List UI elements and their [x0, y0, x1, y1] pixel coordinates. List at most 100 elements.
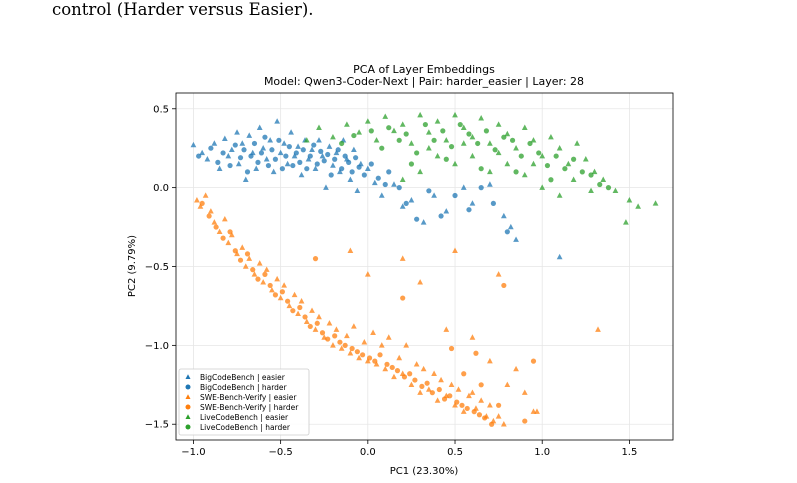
livecodebench-easier-point	[600, 176, 607, 182]
swe-bench-verify-easier-point	[534, 408, 540, 414]
livecodebench-easier-point	[556, 192, 563, 198]
livecodebench-easier-point	[452, 111, 458, 118]
swe-bench-verify-easier-point	[382, 365, 389, 372]
livecodebench-easier-point	[434, 152, 441, 159]
swe-bench-verify-harder-point	[522, 418, 528, 424]
livecodebench-easier-point	[373, 137, 380, 143]
swe-bench-verify-harder-point	[419, 383, 425, 389]
swe-bench-verify-harder-point	[297, 304, 303, 311]
swe-bench-verify-harder-point	[319, 330, 326, 336]
bigcodebench-harder-point	[504, 229, 510, 235]
livecodebench-easier-point	[539, 184, 546, 190]
swe-bench-verify-harder-point	[447, 393, 453, 399]
livecodebench-easier-point	[469, 152, 476, 159]
livecodebench-harder-point	[536, 150, 542, 156]
livecodebench-easier-point	[382, 113, 389, 119]
bigcodebench-harder-point	[386, 169, 392, 175]
legend-label-livecodebench-harder: LiveCodeBench | harder	[200, 423, 291, 432]
bigcodebench-harder-point	[232, 142, 238, 148]
bigcodebench-easier-point	[460, 184, 467, 190]
legend-label-swe-bench-verify-easier: SWE-Bench-Verify | easier	[200, 393, 297, 402]
swe-bench-verify-easier-point	[385, 334, 392, 340]
swe-bench-verify-harder-point	[394, 368, 401, 374]
bigcodebench-harder-point	[325, 151, 331, 158]
swe-bench-verify-easier-point	[438, 376, 444, 383]
swe-bench-verify-easier-point	[309, 307, 315, 313]
bigcodebench-harder-point	[293, 150, 299, 156]
livecodebench-harder-point	[513, 169, 519, 175]
bigcodebench-harder-point	[290, 162, 296, 169]
swe-bench-verify-easier-point	[303, 318, 310, 324]
bigcodebench-harder-point	[349, 169, 355, 175]
bigcodebench-easier-point	[309, 146, 315, 153]
livecodebench-easier-point	[487, 168, 493, 175]
swe-bench-verify-harder-point	[332, 333, 338, 339]
livecodebench-easier-point	[391, 127, 397, 134]
swe-bench-verify-harder-point	[279, 289, 285, 295]
livecodebench-harder-point	[588, 172, 594, 178]
bigcodebench-easier-point	[199, 149, 206, 156]
swe-bench-verify-harder-point	[342, 342, 348, 348]
swe-bench-verify-easier-point	[487, 402, 493, 408]
bigcodebench-harder-point	[346, 159, 352, 165]
y-axis-ticks: 0.5 0.0 −0.5 −1.0 −1.5	[145, 104, 176, 431]
figure-caption: control (Harder versus Easier).	[52, 0, 314, 19]
bigcodebench-easier-point	[378, 192, 385, 198]
swe-bench-verify-easier-point	[286, 302, 293, 309]
legend-marker-bigcodebench-easier	[185, 374, 191, 379]
livecodebench-harder-point	[431, 137, 437, 143]
swe-bench-verify-easier-point	[460, 408, 467, 414]
swe-bench-verify-easier-point	[333, 326, 340, 332]
bigcodebench-harder-point	[297, 159, 303, 165]
swe-bench-verify-easier-point	[487, 357, 493, 364]
swe-bench-verify-easier-point	[246, 255, 253, 261]
swe-bench-verify-easier-point	[373, 361, 380, 367]
bigcodebench-harder-point	[241, 147, 247, 153]
swe-bench-verify-harder-point	[227, 229, 233, 235]
livecodebench-easier-point	[460, 124, 467, 130]
legend-label-bigcodebench-harder: BigCodeBench | harder	[200, 383, 288, 392]
x-tick-label: 1.5	[621, 447, 637, 458]
swe-bench-verify-easier-point	[417, 389, 424, 395]
livecodebench-easier-point	[626, 197, 633, 203]
bigcodebench-easier-point	[487, 181, 493, 187]
bigcodebench-easier-point	[234, 129, 240, 135]
swe-bench-verify-easier-point	[478, 397, 485, 403]
bigcodebench-harder-point	[283, 153, 289, 159]
swe-bench-verify-easier-point	[469, 334, 476, 340]
bigcodebench-harder-point	[452, 192, 458, 199]
swe-bench-verify-harder-point	[401, 374, 408, 380]
swe-bench-verify-harder-point	[407, 371, 413, 377]
swe-bench-verify-harder-point	[366, 355, 373, 361]
bigcodebench-easier-point	[295, 143, 301, 149]
bigcodebench-harder-point	[414, 216, 420, 222]
x-axis-label: PC1 (23.30%)	[390, 466, 459, 477]
bigcodebench-harder-point	[227, 162, 233, 169]
bigcodebench-harder-point	[438, 213, 444, 219]
bigcodebench-easier-point	[443, 208, 450, 214]
swe-bench-verify-harder-point	[489, 421, 495, 427]
swe-bench-verify-harder-point	[496, 402, 502, 408]
swe-bench-verify-harder-point	[377, 352, 383, 358]
swe-bench-verify-easier-point	[378, 342, 385, 348]
chart-subtitle: Model: Qwen3-Coder-Next | Pair: harder_e…	[264, 75, 584, 88]
swe-bench-verify-harder-point	[359, 352, 366, 358]
swe-bench-verify-easier-point	[344, 332, 350, 339]
livecodebench-harder-point	[351, 132, 357, 139]
swe-bench-verify-easier-point	[347, 350, 354, 356]
legend-label-bigcodebench-easier: BigCodeBench | easier	[200, 373, 286, 382]
swe-bench-verify-easier-point	[239, 244, 246, 250]
livecodebench-easier-point	[425, 145, 432, 151]
bigcodebench-harder-point	[269, 147, 275, 153]
livecodebench-easier-point	[495, 149, 502, 156]
bigcodebench-harder-point	[196, 153, 202, 159]
swe-bench-verify-harder-point	[272, 292, 278, 298]
swe-bench-verify-harder-point	[412, 377, 418, 383]
livecodebench-easier-point	[623, 219, 629, 225]
livecodebench-easier-point	[364, 118, 371, 124]
swe-bench-verify-easier-point	[361, 339, 368, 345]
swe-bench-verify-easier-point	[274, 275, 281, 282]
swe-bench-verify-harder-point	[220, 235, 226, 241]
livecodebench-easier-point	[399, 176, 406, 182]
swe-bench-verify-harder-point	[501, 282, 507, 289]
